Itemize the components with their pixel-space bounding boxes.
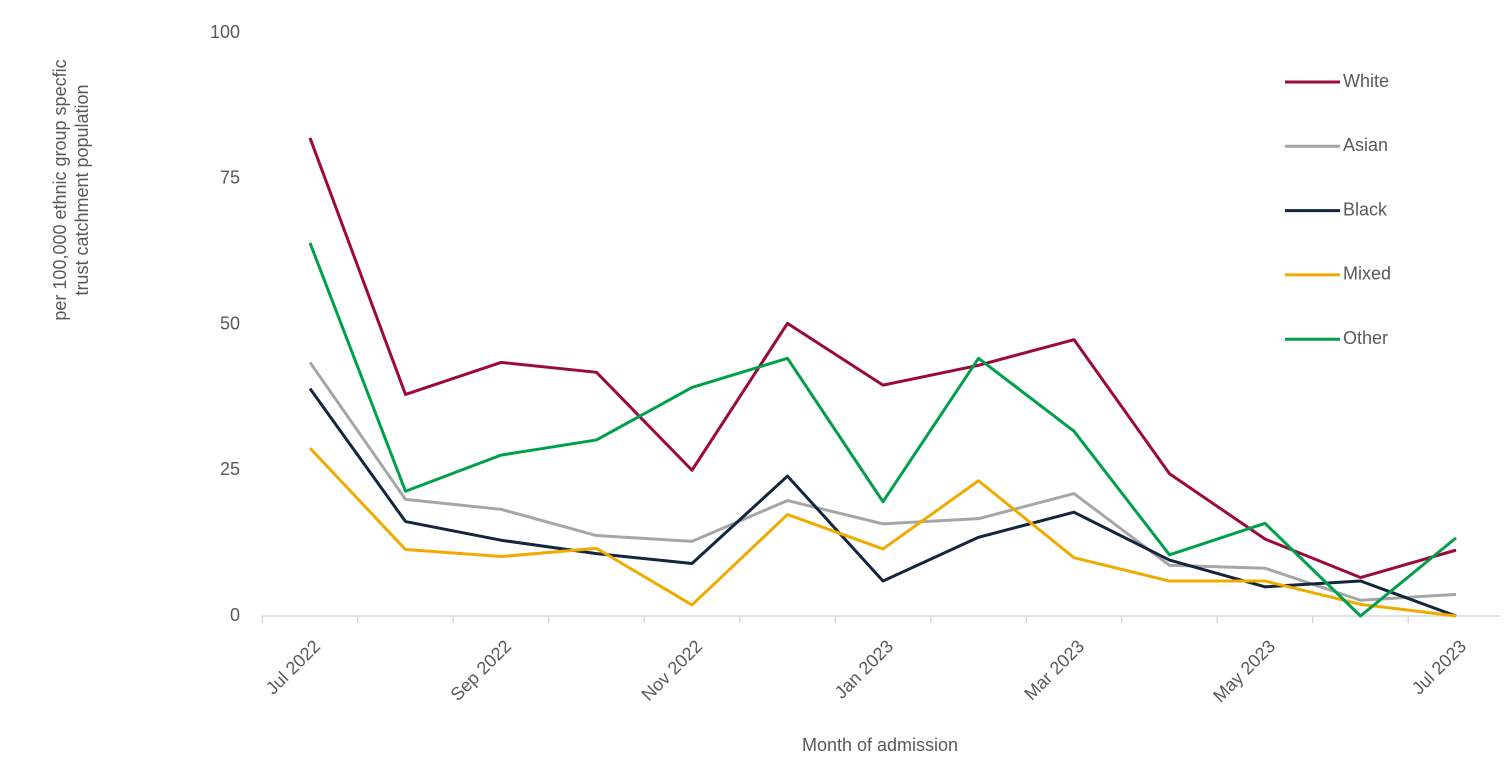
x-axis-title: Month of admission [802,735,958,755]
y-axis-title-line: trust catchment population [72,84,92,295]
x-tick-label: Jan 2023 [831,636,898,703]
legend-label: Mixed [1343,264,1391,284]
series-line [308,137,1457,580]
y-tick-label: 25 [220,459,240,479]
y-axis-title: per 100,000 ethnic group specfic trust c… [50,59,92,320]
legend-label: White [1343,71,1389,91]
x-tick-label: Nov 2022 [638,636,707,705]
y-tick-label: 100 [210,22,240,42]
y-tick-label: 0 [230,605,240,625]
legend-label: Other [1343,328,1388,348]
y-axis-title-line: per 100,000 ethnic group specfic [50,59,70,320]
series-line [308,447,1457,618]
y-tick-label: 50 [220,313,240,333]
x-tick-label: Sep 2022 [447,636,516,705]
series-line [308,361,1457,602]
x-tick-label: Mar 2023 [1020,636,1088,704]
y-tick-label: 75 [220,168,240,188]
series-line [308,387,1457,618]
series-line [308,242,1457,618]
legend-label: Black [1343,199,1388,219]
x-tick-label: May 2023 [1209,636,1279,706]
legend-label: Asian [1343,135,1388,155]
x-tick-label: Jul 2023 [1408,636,1470,698]
x-tick-label: Jul 2022 [262,636,324,698]
